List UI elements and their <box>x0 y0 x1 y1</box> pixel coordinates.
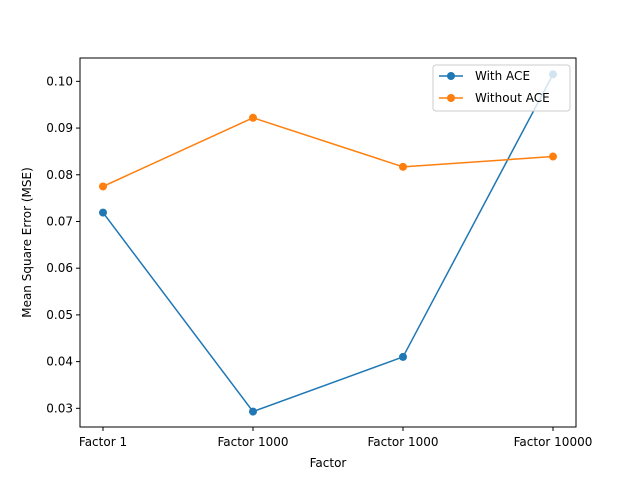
legend-item: Without ACE <box>439 91 550 105</box>
data-point <box>549 152 557 161</box>
y-tick-label: 0.07 <box>46 214 73 228</box>
series-without-ace <box>99 113 557 191</box>
y-tick-label: 0.05 <box>46 308 73 322</box>
data-point <box>399 352 407 361</box>
x-tick-label: Factor 10000 <box>514 435 593 449</box>
legend-box <box>432 64 571 112</box>
legend-marker <box>447 72 455 80</box>
data-point <box>99 208 107 217</box>
data-point <box>399 162 407 171</box>
legend-marker <box>447 94 455 102</box>
y-tick-label: 0.03 <box>46 401 73 415</box>
x-tick-label: Factor 1000 <box>217 435 288 449</box>
legend-label: With ACE <box>475 69 530 83</box>
legend: With ACE Without ACE <box>432 64 571 112</box>
y-axis: 0.03 0.04 0.05 0.06 0.07 0.08 0.09 0.10 <box>46 74 80 415</box>
y-axis-label: Mean Square Error (MSE) <box>20 167 34 318</box>
data-point <box>99 182 107 191</box>
x-tick-label: Factor 1 <box>79 435 127 449</box>
y-tick-label: 0.06 <box>46 261 73 275</box>
y-tick-label: 0.09 <box>46 121 73 135</box>
axes-frame <box>79 57 577 428</box>
series-line <box>102 73 554 413</box>
x-tick-label: Factor 1000 <box>367 435 438 449</box>
y-tick-label: 0.04 <box>46 355 73 369</box>
y-tick-label: 0.10 <box>46 74 73 88</box>
series-line <box>102 116 554 188</box>
data-point <box>249 113 257 122</box>
x-axis-label: Factor <box>310 456 347 470</box>
y-tick-label: 0.08 <box>46 168 73 182</box>
data-point <box>249 407 257 416</box>
series-layer <box>99 70 557 416</box>
legend-item: With ACE <box>439 69 530 83</box>
legend-label: Without ACE <box>475 91 550 105</box>
x-axis: Factor 1 Factor 1000 Factor 1000 Factor 100… <box>79 427 592 449</box>
